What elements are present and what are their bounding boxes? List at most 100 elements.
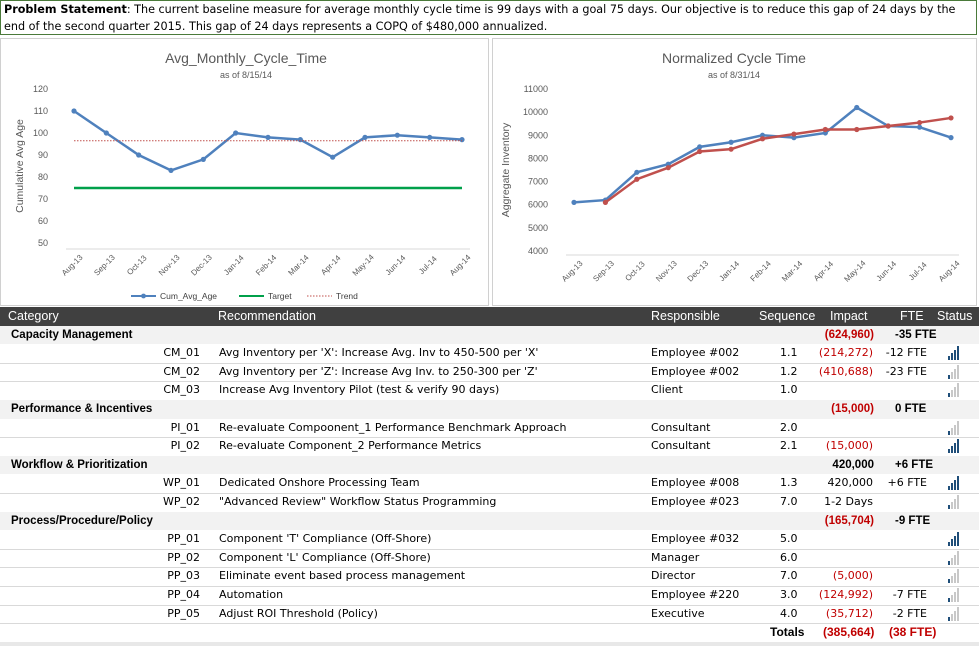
category-impact: (624,960) <box>824 328 874 341</box>
status-signal-icon <box>948 346 959 361</box>
y-tick-label: 6000 <box>528 200 548 210</box>
header-recommendation: Recommendation <box>218 309 316 323</box>
y-tick-label: 60 <box>38 216 48 226</box>
data-point <box>885 123 891 129</box>
data-point <box>71 108 77 114</box>
data-point <box>948 115 954 121</box>
impact-value: (124,992) <box>818 588 873 601</box>
data-point <box>200 156 206 162</box>
sequence-value: 7.0 <box>780 495 798 508</box>
responsible-name: Director <box>651 569 696 583</box>
category-row: Process/Procedure/Policy (165,704) -9 FTE <box>0 511 979 531</box>
category-fte: -35 FTE <box>895 328 937 341</box>
fte-value: -23 FTE <box>885 364 927 378</box>
sequence-value: 6.0 <box>780 550 798 564</box>
status-signal-icon <box>948 550 959 565</box>
data-point <box>330 154 336 160</box>
impact-value: 1-2 Days <box>824 495 873 508</box>
responsible-name: Manager <box>651 550 700 564</box>
y-tick-label: 90 <box>38 150 48 160</box>
x-tick-label: Jan-14 <box>222 253 246 277</box>
x-tick-label: Jun-14 <box>875 259 899 283</box>
legend-marker <box>141 293 146 299</box>
recommendation-id: PP_01 <box>167 532 200 546</box>
recommendation-id: CM_03 <box>163 383 200 397</box>
impact-value: (5,000) <box>832 569 873 583</box>
data-point <box>822 126 828 133</box>
responsible-name: Employee #032 <box>651 532 740 546</box>
header-category: Category <box>8 309 59 323</box>
impact-value: (214,272) <box>818 346 873 360</box>
recommendation-text: "Advanced Review" Workflow Status Progra… <box>219 495 497 508</box>
sequence-value: 4.0 <box>780 606 798 620</box>
recommendation-text: Dedicated Onshore Processing Team <box>219 476 420 490</box>
chart-subtitle: as of 8/31/14 <box>708 70 760 80</box>
y-tick-label: 10000 <box>523 107 548 117</box>
status-signal-icon <box>948 569 959 584</box>
recommendation-id: CM_02 <box>163 364 200 378</box>
data-point <box>665 165 671 171</box>
category-name: Capacity Management <box>11 328 133 341</box>
status-signal-icon <box>948 532 959 547</box>
data-point <box>103 130 109 136</box>
responsible-name: Employee #008 <box>651 476 740 490</box>
table-row: PP_02 Component 'L' Compliance (Off-Shore… <box>0 549 979 569</box>
chart-title: Avg_Monthly_Cycle_Time <box>165 50 327 66</box>
table-row: WP_02 "Advanced Review" Workflow Status P… <box>0 493 979 513</box>
category-fte: -9 FTE <box>895 514 931 527</box>
impact-value: (410,688) <box>818 364 873 378</box>
recommendation-text: Avg Inventory per 'X': Increase Avg. Inv… <box>219 346 539 360</box>
legend-label: Cum_Avg_Age <box>160 291 217 301</box>
data-point <box>697 148 703 155</box>
problem-statement-label: Problem Statement <box>4 3 127 16</box>
y-tick-label: 70 <box>38 194 48 204</box>
y-tick-label: 50 <box>38 238 48 248</box>
category-row: Workflow & Prioritization 420,000 +6 FTE <box>0 455 979 475</box>
recommendation-text: Component 'L' Compliance (Off-Shore) <box>219 550 431 564</box>
data-point <box>634 176 640 182</box>
header-status: Status <box>937 309 973 323</box>
responsible-name: Employee #002 <box>651 364 740 378</box>
category-impact: (15,000) <box>831 403 874 415</box>
data-point <box>948 135 954 141</box>
x-tick-label: Mar-14 <box>286 253 311 278</box>
recommendation-id: PP_05 <box>167 606 200 620</box>
responsible-name: Employee #220 <box>651 588 740 601</box>
data-point <box>916 124 923 130</box>
recommendation-text: Eliminate event based process management <box>219 569 466 583</box>
y-axis-label: Cumulative Avg Age <box>14 119 26 213</box>
y-axis-label: Aggregate Inventory <box>500 122 512 217</box>
status-signal-icon <box>948 364 959 379</box>
y-tick-label: 100 <box>33 128 48 138</box>
data-point <box>233 130 239 136</box>
sequence-value: 1.0 <box>780 383 798 397</box>
series-line <box>573 105 952 204</box>
legend-label: Trend <box>336 291 358 301</box>
avg-monthly-cycle-time-chart: Avg_Monthly_Cycle_Time as of 8/15/14 Cumul… <box>0 38 489 306</box>
recommendation-text: Re-evaluate Compoonent_1 Performance Ben… <box>219 420 567 434</box>
responsible-name: Employee #023 <box>651 495 740 508</box>
problem-statement-text: : The current baseline measure for avera… <box>4 3 956 33</box>
problem-statement: Problem Statement: The current baseline … <box>0 0 977 35</box>
impact-value: (15,000) <box>825 439 873 453</box>
x-tick-label: Sep-13 <box>92 253 117 278</box>
data-point <box>759 136 766 142</box>
x-tick-label: Feb-14 <box>254 253 279 278</box>
header-impact: Impact <box>830 309 868 323</box>
x-tick-label: Aug-13 <box>560 259 585 284</box>
sequence-value: 1.2 <box>780 364 798 378</box>
responsible-name: Consultant <box>651 420 711 434</box>
data-point <box>168 167 174 173</box>
chart-title: Normalized Cycle Time <box>662 50 806 66</box>
recommendation-text: Re-evaluate Component_2 Performance Metr… <box>219 439 482 453</box>
recommendation-id: PP_03 <box>167 569 200 583</box>
data-point <box>362 134 368 140</box>
fte-value: -12 FTE <box>885 346 927 360</box>
y-tick-label: 80 <box>38 172 48 182</box>
data-point <box>634 169 640 175</box>
data-point <box>728 146 734 152</box>
recommendation-text: Component 'T' Compliance (Off-Shore) <box>219 532 432 546</box>
recommendation-id: PI_02 <box>170 439 200 453</box>
recommendation-id: PI_01 <box>170 420 200 434</box>
